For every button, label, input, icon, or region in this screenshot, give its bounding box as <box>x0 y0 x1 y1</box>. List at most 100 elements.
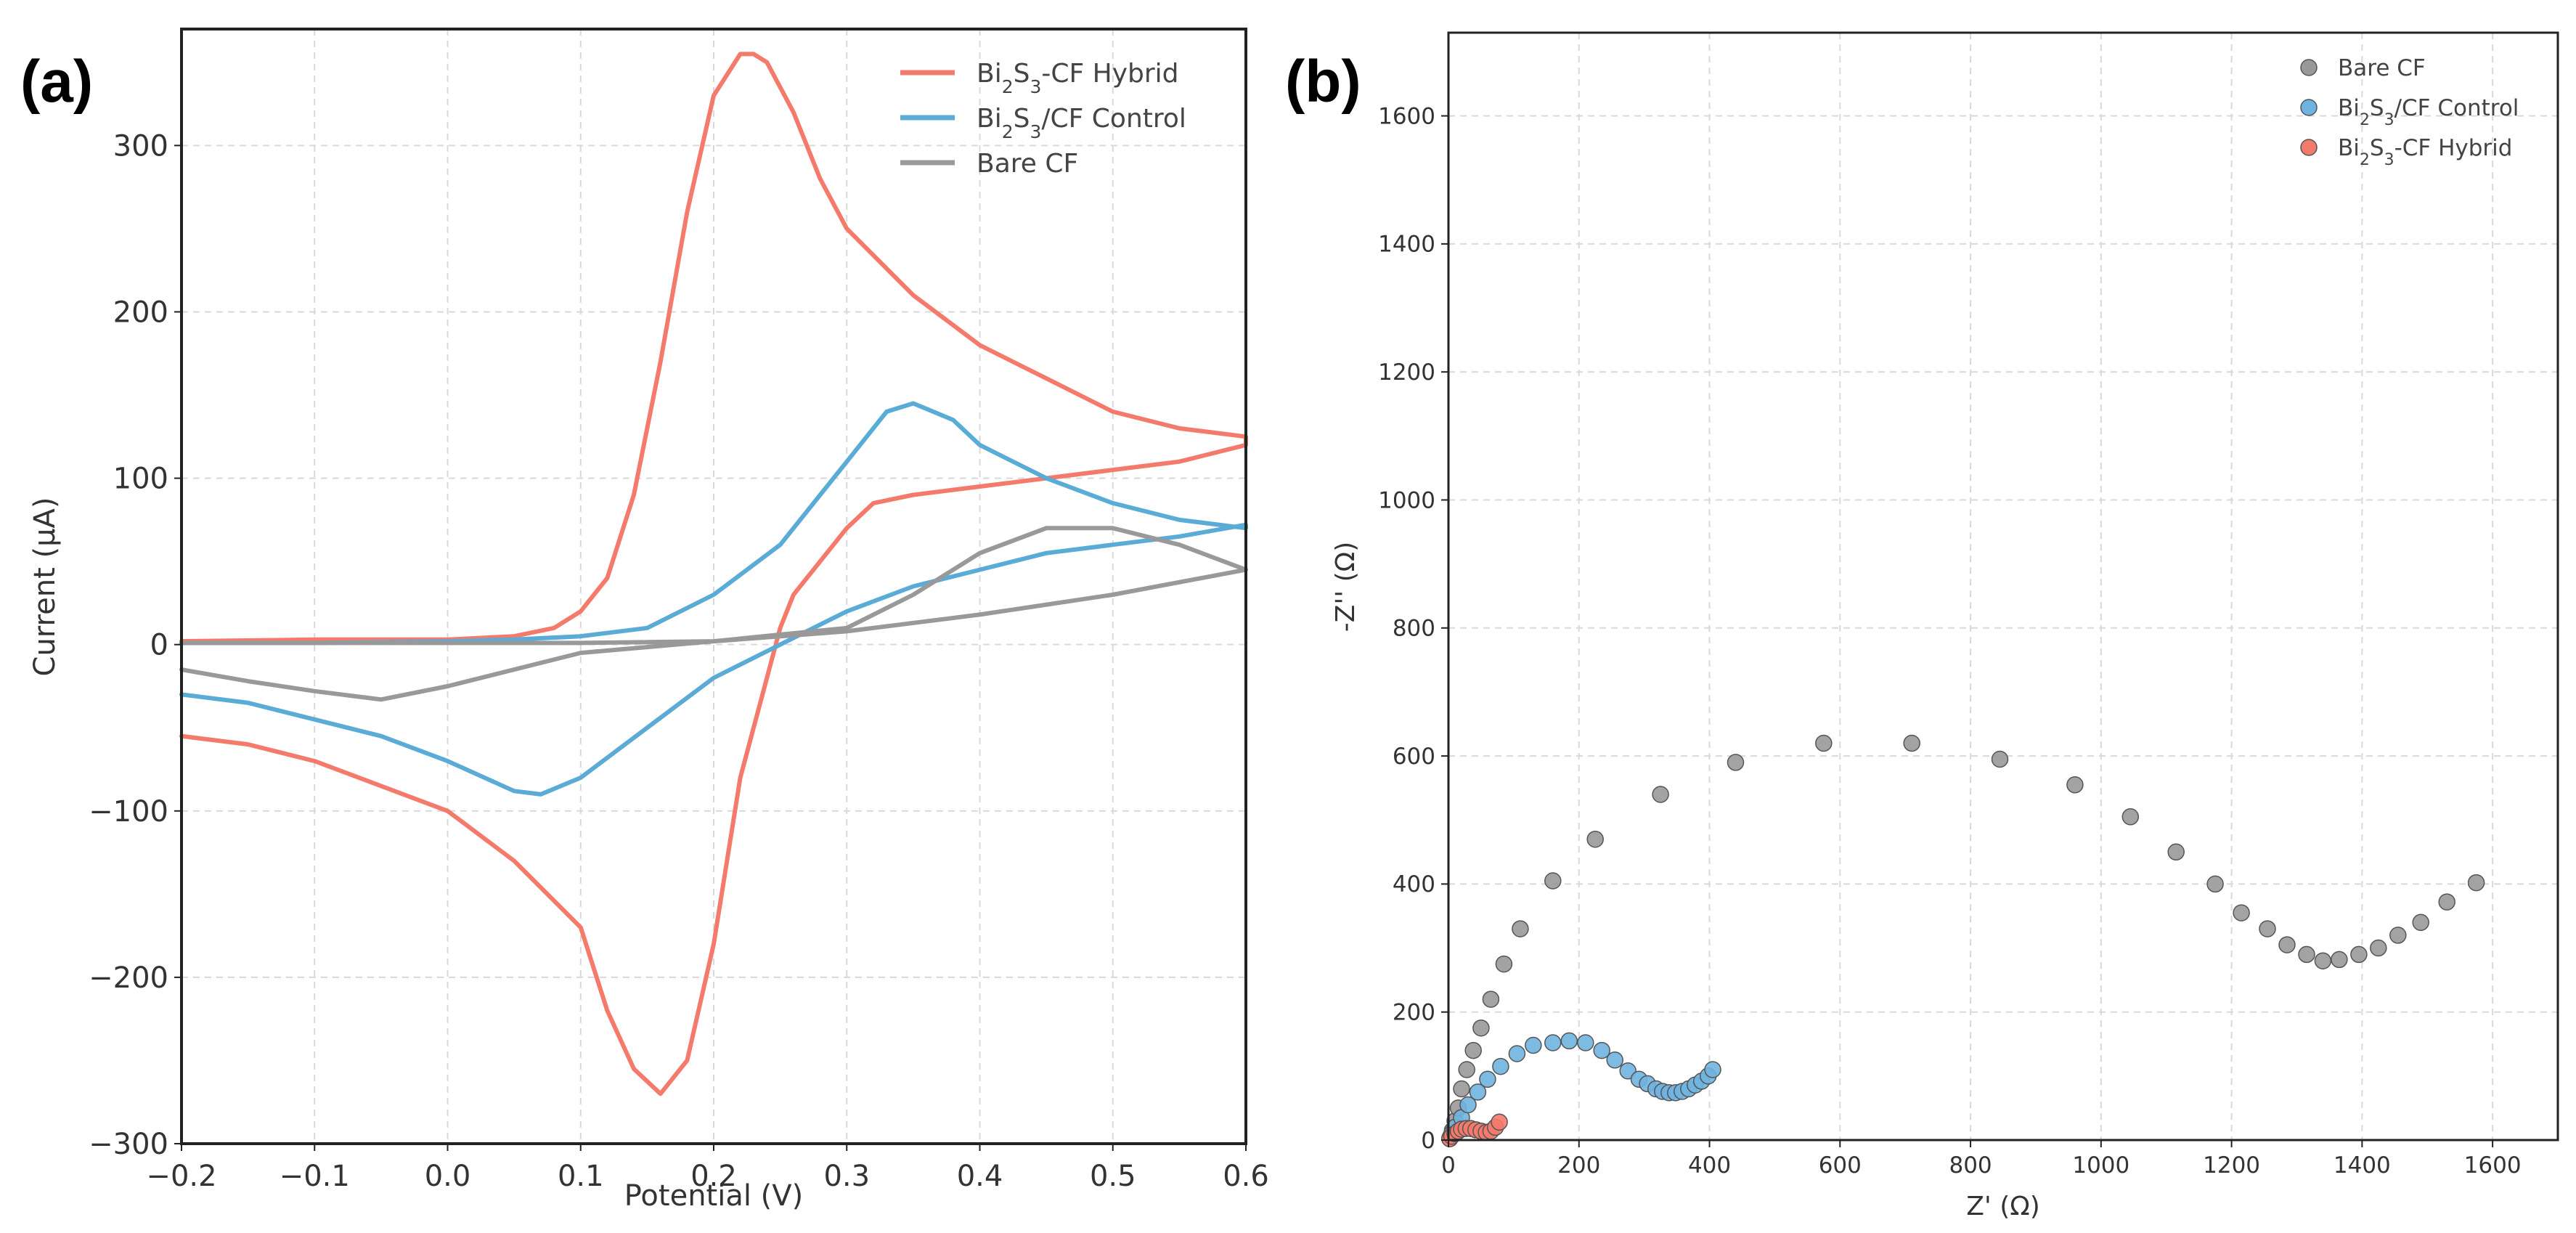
scatter-point <box>1593 1041 1610 1059</box>
scatter-point <box>1991 750 2009 768</box>
x-tick-label: 0 <box>1441 1152 1456 1179</box>
nyquist-chart: 0 200 400 600 800 1000 1200 1400 1600 0 200 400 600 8… <box>1331 31 2559 1221</box>
legend-text-part: Bare CF <box>977 149 1078 179</box>
legend-label: Bi2S3-CF Hybrid <box>977 59 1179 97</box>
scatter-point <box>1606 1051 1623 1069</box>
scatter-point <box>2066 776 2084 794</box>
x-tick-label: 1600 <box>2464 1152 2522 1179</box>
scatter-point <box>1458 1061 1475 1078</box>
x-tick-label: 1200 <box>2203 1152 2260 1179</box>
scatter-point <box>1577 1034 1594 1051</box>
legend-text-part: /CF Control <box>1041 104 1186 134</box>
scatter-point <box>1469 1083 1487 1101</box>
x-tick-label: 0.3 <box>823 1160 870 1193</box>
y-tick-label: −100 <box>89 795 168 829</box>
x-tick-label: 0.4 <box>957 1160 1003 1193</box>
scatter-point <box>2370 939 2387 957</box>
legend-text-part: Bi <box>2338 135 2360 161</box>
series-line-0 <box>179 52 1248 1096</box>
x-tick-label: 0.5 <box>1090 1160 1136 1193</box>
cv-x-axis-label: Potential (V) <box>624 1179 804 1213</box>
scatter-point <box>2206 875 2224 893</box>
scatter-point <box>1560 1032 1578 1050</box>
legend-label: Bi2S3-CF Hybrid <box>2338 135 2512 169</box>
scatter-point <box>1464 1041 1482 1059</box>
legend-text-part: S <box>1014 59 1030 89</box>
nyquist-grid <box>1448 33 2558 1140</box>
legend-text-part: 3 <box>1030 121 1041 142</box>
legend-text-part: Bare CF <box>2338 55 2426 81</box>
x-tick-label: −0.2 <box>146 1160 216 1193</box>
legend-label: Bare CF <box>2338 55 2426 81</box>
legend-text-part: /CF Control <box>2394 95 2519 121</box>
scatter-point <box>1652 786 1669 803</box>
legend-text-part: Bi <box>977 59 1002 89</box>
nyquist-y-axis-label: -Z'' (Ω) <box>1331 542 1361 632</box>
cv-series <box>179 52 1248 1096</box>
y-tick-label: 600 <box>1393 744 1435 770</box>
x-tick-label: 0.1 <box>558 1160 604 1193</box>
scatter-point <box>2412 913 2429 932</box>
x-tick-label: 0.6 <box>1223 1160 1269 1193</box>
y-tick-label: 0 <box>1421 1128 1435 1154</box>
legend-text-part: 3 <box>2384 151 2394 169</box>
cv-grid <box>182 29 1246 1144</box>
y-tick-label: −300 <box>89 1128 168 1161</box>
series-line-2 <box>179 526 1248 702</box>
scatter-point <box>1586 830 1604 848</box>
scatter-point <box>1525 1036 1542 1054</box>
y-tick-label: 1600 <box>1378 103 1435 129</box>
scatter-point <box>1544 1034 1562 1051</box>
legend-marker <box>2300 99 2318 116</box>
y-tick-label: −200 <box>89 961 168 995</box>
scatter-point <box>2438 893 2455 911</box>
legend-label: Bi2S3/CF Control <box>2338 95 2519 129</box>
x-tick-label: −0.1 <box>280 1160 350 1193</box>
legend-text-part: S <box>2370 95 2384 121</box>
legend-label: Bare CF <box>977 149 1078 179</box>
scatter-point <box>1453 1080 1470 1098</box>
scatter-point <box>1508 1045 1526 1062</box>
scatter-point <box>2121 808 2140 826</box>
scatter-point <box>1472 1019 1490 1037</box>
x-tick-label: 200 <box>1557 1152 1600 1179</box>
legend-text-part: 2 <box>1002 121 1014 142</box>
legend-text-part: Bi <box>2338 95 2360 121</box>
scatter-point <box>1479 1070 1496 1088</box>
cv-ticks: −0.2 −0.1 0.0 0.1 0.2 0.3 0.4 0.5 0.6 −300 −200 −10… <box>89 129 1269 1193</box>
scatter-point <box>1482 990 1500 1008</box>
scatter-point <box>1492 1057 1509 1075</box>
scatter-point <box>1727 754 1745 771</box>
scatter-point <box>2233 904 2250 921</box>
x-tick-label: 1400 <box>2334 1152 2391 1179</box>
x-tick-label: 0.2 <box>690 1160 737 1193</box>
legend-marker <box>2300 59 2318 76</box>
scatter-point <box>1903 734 1920 752</box>
x-tick-label: 1000 <box>2072 1152 2129 1179</box>
panel-a-label: (a) <box>20 49 93 115</box>
scatter-point <box>2350 945 2368 964</box>
y-tick-label: 1200 <box>1378 359 1435 386</box>
x-tick-label: 600 <box>1819 1152 1862 1179</box>
cv-y-axis-label: Current (μA) <box>28 497 62 677</box>
scatter-point <box>2389 927 2407 944</box>
legend-label: Bi2S3/CF Control <box>977 104 1186 142</box>
panel-b-label: (b) <box>1285 49 1361 115</box>
y-tick-label: 0 <box>150 629 168 662</box>
scatter-point <box>1459 1096 1477 1114</box>
nyquist-x-axis-label: Z' (Ω) <box>1966 1192 2040 1221</box>
x-tick-label: 400 <box>1688 1152 1731 1179</box>
legend-text-part: 2 <box>2360 111 2370 129</box>
scatter-point <box>2331 951 2348 969</box>
scatter-point <box>2467 874 2485 892</box>
y-tick-label: 800 <box>1393 616 1435 642</box>
x-tick-label: 800 <box>1949 1152 1992 1179</box>
scatter-point <box>1815 734 1833 752</box>
scatter-point <box>1495 955 1513 973</box>
y-tick-label: 1000 <box>1378 487 1435 513</box>
legend-text-part: S <box>1014 104 1030 134</box>
y-tick-label: 1400 <box>1378 232 1435 258</box>
scatter-point <box>1544 872 1562 890</box>
